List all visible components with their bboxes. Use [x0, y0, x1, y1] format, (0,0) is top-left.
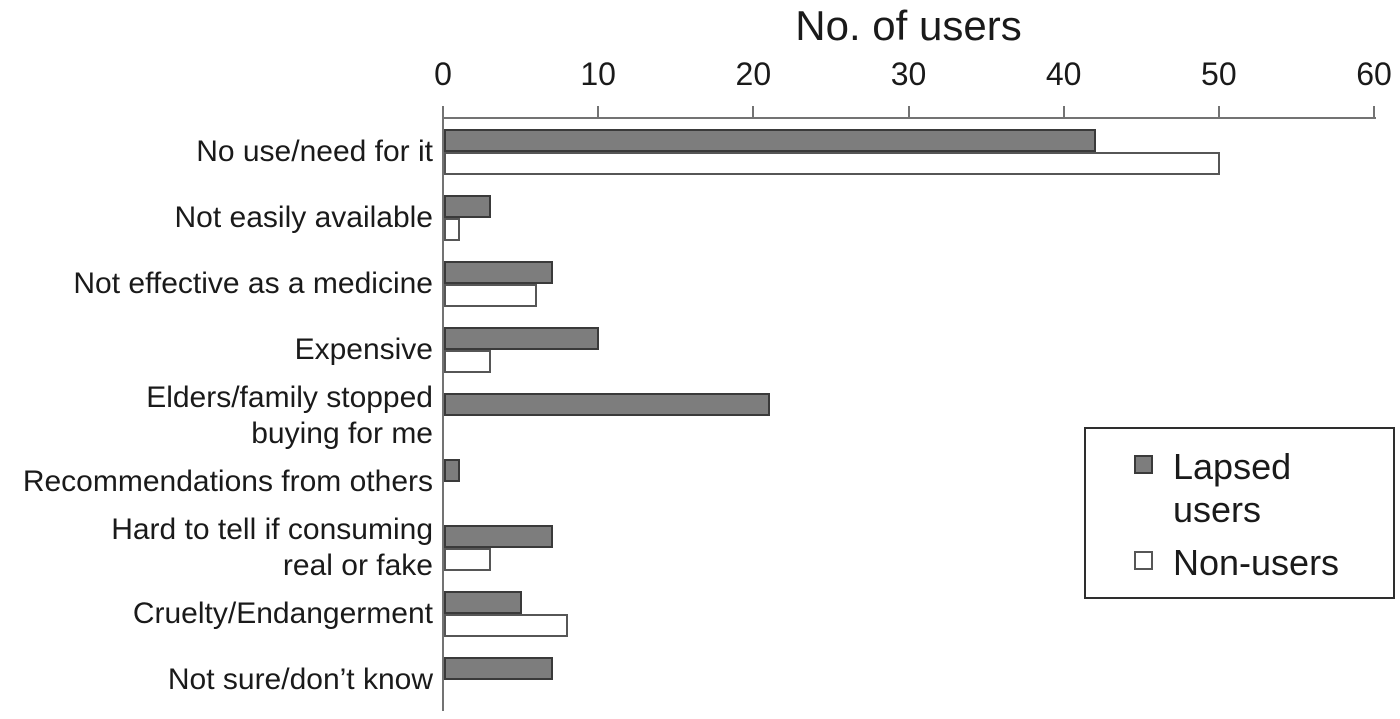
x-tick-mark	[1062, 106, 1065, 117]
x-tick-label: 60	[1356, 56, 1392, 92]
category-label: Not sure/don’t know	[167, 663, 433, 696]
x-tick-label: 30	[890, 56, 927, 92]
x-axis-line	[443, 117, 1376, 119]
legend-label-non-users: Non-users	[1173, 542, 1340, 583]
legend-item-non-users: Non-users	[1134, 541, 1393, 584]
bar-non-users	[444, 284, 537, 307]
category-label: Recommendations from others	[22, 465, 433, 498]
category-label: Cruelty/Endangerment	[132, 597, 433, 630]
bar-lapsed-users	[444, 195, 491, 218]
x-tick-label: 50	[1201, 56, 1237, 92]
category-label: Hard to tell if consuming real or fake	[111, 513, 433, 582]
x-tick-label: 40	[1045, 56, 1082, 92]
x-tick-label: 20	[735, 56, 772, 92]
bar-non-users	[444, 218, 460, 241]
bar-lapsed-users	[444, 459, 460, 482]
category-label: Not easily available	[174, 201, 433, 234]
bar-lapsed-users	[444, 327, 599, 350]
bar-non-users	[444, 350, 491, 373]
legend-item-lapsed-users: Lapsed users	[1134, 445, 1393, 531]
x-tick-mark	[1373, 106, 1375, 117]
x-tick-mark	[907, 106, 910, 117]
legend-label-lapsed-users: Lapsed users	[1173, 446, 1292, 530]
bar-lapsed-users	[444, 393, 770, 416]
y-axis-line	[442, 117, 444, 711]
legend: Lapsed users Non-users	[1084, 427, 1395, 599]
category-label: No use/need for it	[196, 135, 433, 168]
x-tick-label: 0	[434, 56, 452, 92]
x-tick-mark	[597, 106, 600, 117]
category-label: Elders/family stopped buying for me	[146, 381, 433, 450]
chart-title: No. of users	[795, 2, 1022, 49]
x-tick-label: 10	[580, 56, 616, 92]
bar-lapsed-users	[444, 657, 553, 680]
bar-non-users	[444, 548, 491, 571]
bar-lapsed-users	[444, 525, 553, 548]
legend-swatch-lapsed-users	[1134, 455, 1153, 474]
bar-non-users	[444, 152, 1220, 175]
bar-non-users	[444, 614, 568, 637]
x-tick-mark	[442, 106, 444, 117]
category-label: Not effective as a medicine	[73, 267, 433, 300]
bar-lapsed-users	[444, 129, 1096, 152]
category-label: Expensive	[294, 333, 433, 366]
bar-lapsed-users	[444, 261, 553, 284]
bar-lapsed-users	[444, 591, 522, 614]
x-tick-mark	[752, 106, 755, 117]
legend-swatch-non-users	[1134, 551, 1153, 570]
x-tick-mark	[1217, 106, 1220, 117]
